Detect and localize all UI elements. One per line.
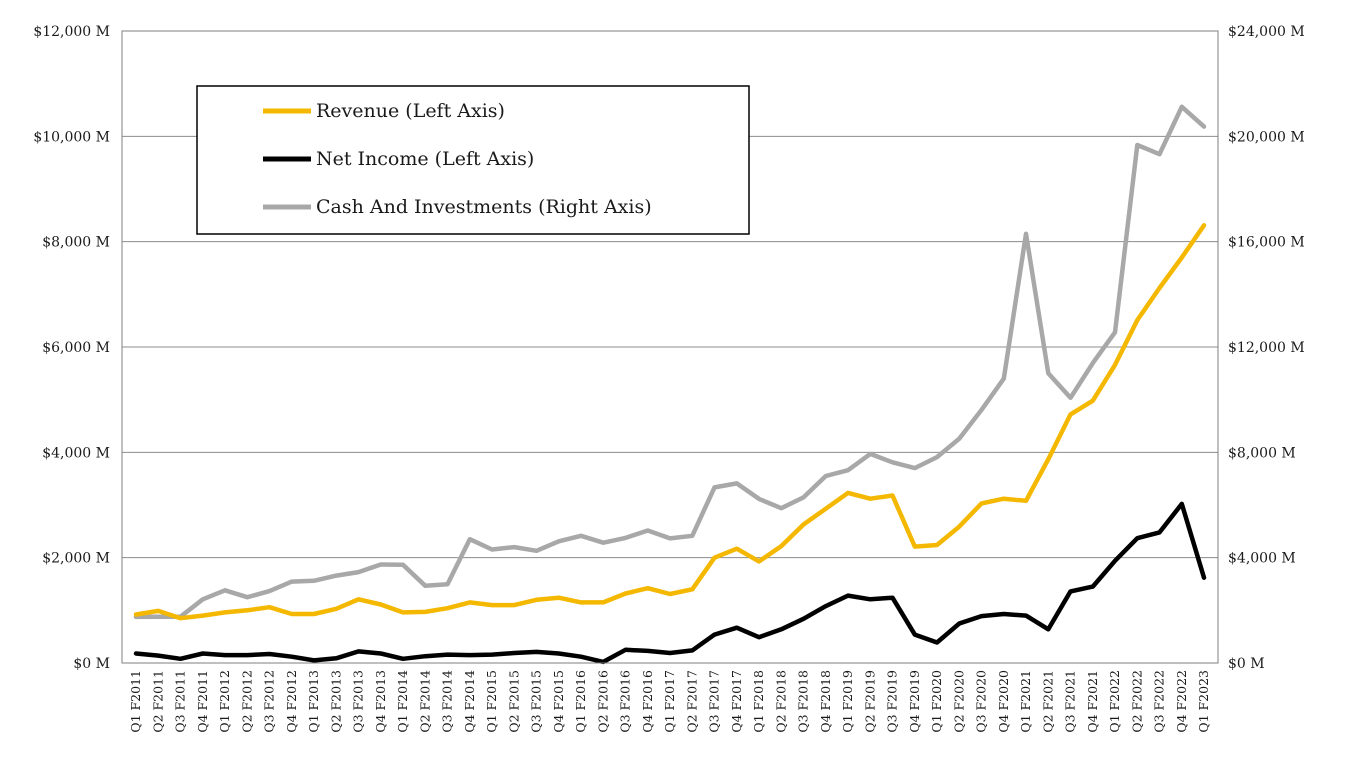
x-tick-label: Q4 F2019 (907, 670, 922, 733)
x-tick-label: Q2 F2018 (773, 670, 788, 733)
right-tick-label: $4,000 M (1228, 551, 1296, 567)
x-tick-label: Q2 F2016 (595, 670, 610, 733)
x-tick-label: Q4 F2013 (373, 670, 388, 733)
x-tick-label: Q1 F2020 (929, 670, 944, 733)
x-tick-label: Q1 F2016 (573, 670, 588, 733)
x-tick-label: Q1 F2018 (751, 670, 766, 733)
left-axis-ticks: $0 M $2,000 M $4,000 M $6,000 M $8,000 M $10,… (33, 24, 110, 672)
x-tick-label: Q3 F2016 (618, 670, 633, 733)
x-axis-ticks: Q1 F2011 Q2 F2011 Q3 F2011 Q4 F2011 Q1 F2012… (128, 670, 1211, 733)
left-tick-label: $12,000 M (33, 24, 110, 40)
right-tick-label: $8,000 M (1228, 445, 1296, 461)
x-tick-label: Q2 F2013 (328, 670, 343, 733)
x-tick-label: Q2 F2014 (417, 670, 432, 733)
x-tick-label: Q2 F2017 (684, 670, 699, 733)
x-tick-label: Q2 F2019 (862, 670, 877, 733)
right-tick-label: $0 M (1228, 656, 1265, 672)
series-line-revenue (133, 223, 1207, 621)
x-tick-label: Q3 F2015 (529, 670, 544, 733)
x-tick-label: Q4 F2012 (284, 670, 299, 733)
x-tick-label: Q3 F2011 (173, 670, 188, 733)
x-tick-label: Q2 F2022 (1129, 670, 1144, 733)
x-tick-label: Q1 F2019 (840, 670, 855, 733)
x-tick-label: Q4 F2017 (729, 670, 744, 733)
x-tick-label: Q3 F2012 (262, 670, 277, 733)
x-tick-label: Q1 F2013 (306, 670, 321, 733)
x-tick-label: Q4 F2014 (462, 670, 477, 733)
series-line-net-income (133, 501, 1207, 665)
legend: Revenue (Left Axis) Net Income (Left Axi… (196, 85, 750, 235)
right-tick-label: $16,000 M (1228, 235, 1305, 251)
left-tick-label: $4,000 M (42, 445, 110, 461)
left-tick-label: $0 M (73, 656, 110, 672)
left-tick-label: $6,000 M (42, 340, 110, 356)
x-tick-label: Q4 F2022 (1174, 670, 1189, 733)
x-tick-label: Q4 F2018 (818, 670, 833, 733)
series-lines (133, 104, 1207, 665)
x-tick-label: Q2 F2021 (1040, 670, 1055, 733)
legend-label-cash: Cash And Investments (Right Axis) (316, 196, 652, 218)
right-tick-label: $12,000 M (1228, 340, 1305, 356)
x-tick-label: Q1 F2012 (217, 670, 232, 733)
x-tick-label: Q3 F2014 (440, 670, 455, 733)
x-tick-label: Q3 F2021 (1063, 670, 1078, 733)
x-tick-label: Q3 F2019 (885, 670, 900, 733)
x-tick-label: Q2 F2011 (150, 670, 165, 733)
plot-frame (121, 30, 1219, 664)
x-tick-label: Q2 F2020 (951, 670, 966, 733)
x-tick-label: Q1 F2021 (1018, 670, 1033, 733)
left-tick-label: $2,000 M (42, 551, 110, 567)
x-tick-label: Q3 F2022 (1152, 670, 1167, 733)
x-tick-label: Q1 F2015 (484, 670, 499, 733)
x-tick-label: Q1 F2022 (1107, 670, 1122, 733)
x-tick-label: Q1 F2014 (395, 670, 410, 733)
x-tick-label: Q1 F2011 (128, 670, 143, 733)
legend-label-revenue: Revenue (Left Axis) (316, 100, 505, 122)
x-tick-label: Q3 F2013 (351, 670, 366, 733)
x-tick-label: Q4 F2015 (551, 670, 566, 733)
x-tick-label: Q4 F2011 (195, 670, 210, 733)
right-tick-label: $20,000 M (1228, 129, 1305, 145)
x-tick-label: Q3 F2018 (796, 670, 811, 733)
right-axis-ticks: $0 M $4,000 M $8,000 M $12,000 M $16,000 M $2… (1228, 24, 1305, 672)
x-tick-label: Q1 F2017 (662, 670, 677, 733)
x-tick-label: Q2 F2015 (506, 670, 521, 733)
x-tick-label: Q2 F2012 (239, 670, 254, 733)
x-tick-label: Q4 F2021 (1085, 670, 1100, 733)
left-tick-label: $8,000 M (42, 235, 110, 251)
x-tick-label: Q3 F2020 (974, 670, 989, 733)
series-line-cash-and-investments (133, 104, 1207, 620)
x-tick-label: Q3 F2017 (707, 670, 722, 733)
x-tick-label: Q4 F2016 (640, 670, 655, 733)
legend-label-net-income: Net Income (Left Axis) (316, 148, 534, 170)
x-tick-label: Q1 F2023 (1196, 670, 1211, 733)
right-tick-label: $24,000 M (1228, 24, 1305, 40)
x-tick-label: Q4 F2020 (996, 670, 1011, 733)
left-tick-label: $10,000 M (33, 129, 110, 145)
